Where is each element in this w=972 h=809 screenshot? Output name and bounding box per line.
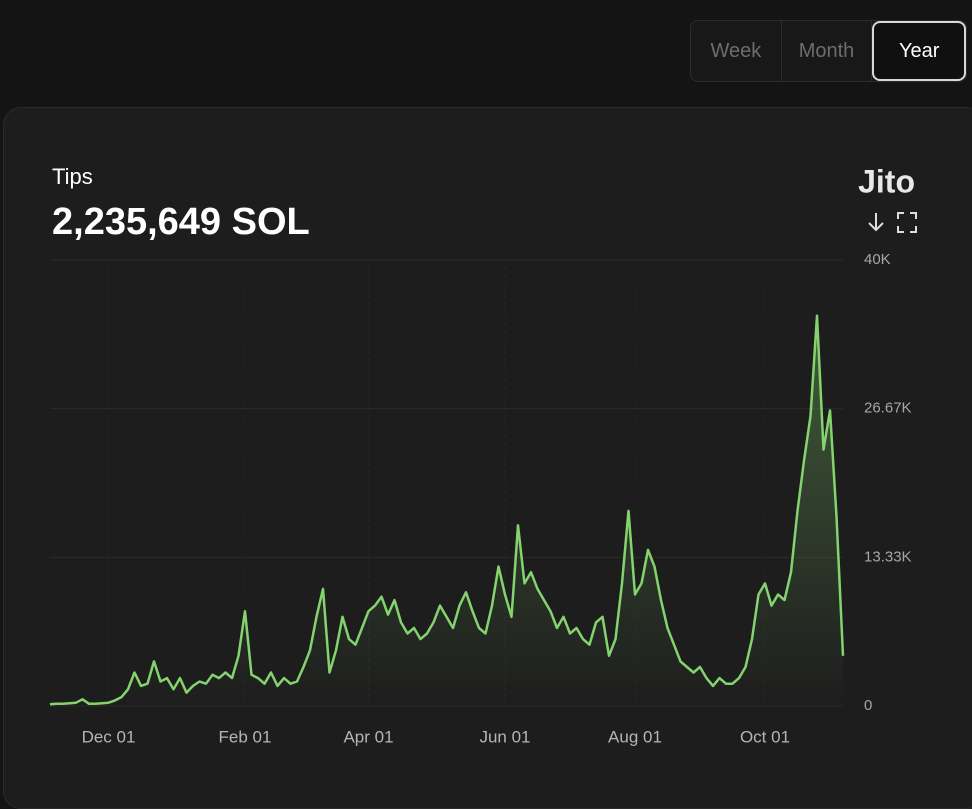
area <box>50 315 843 706</box>
x-tick-label: Jun 01 <box>479 727 530 746</box>
x-tick-label: Apr 01 <box>343 727 393 746</box>
chart: Tips 2,235,649 SOL Jito 0 13.33K 26.67K 40K… <box>49 163 917 746</box>
x-tick-label: Feb 01 <box>219 727 272 746</box>
range-tab[interactable]: Week <box>691 21 782 81</box>
y-tick-label: 13.33K <box>864 548 912 565</box>
x-tick-label: Aug 01 <box>608 727 662 746</box>
total-value: 2,235,649 SOL <box>52 201 310 243</box>
x-tick-label: Dec 01 <box>82 727 136 746</box>
page: Week Month Year Tips 2,235,649 SOL Jito 0 1… <box>3 20 972 809</box>
download-icon[interactable] <box>868 213 884 232</box>
y-tick-label: 40K <box>864 251 891 268</box>
range-tab[interactable]: Month <box>782 21 873 81</box>
y-tick-label: 0 <box>864 697 872 714</box>
range-tab[interactable]: Year <box>872 21 967 81</box>
x-tick-label: Oct 01 <box>740 727 790 746</box>
line <box>49 314 845 706</box>
range-tabs: Week Month Year <box>690 20 967 82</box>
chart-title: Tips <box>52 164 93 189</box>
brand-logo: Jito <box>858 163 915 199</box>
y-tick-label: 26.67K <box>864 400 912 417</box>
expand-icon[interactable] <box>897 212 917 233</box>
